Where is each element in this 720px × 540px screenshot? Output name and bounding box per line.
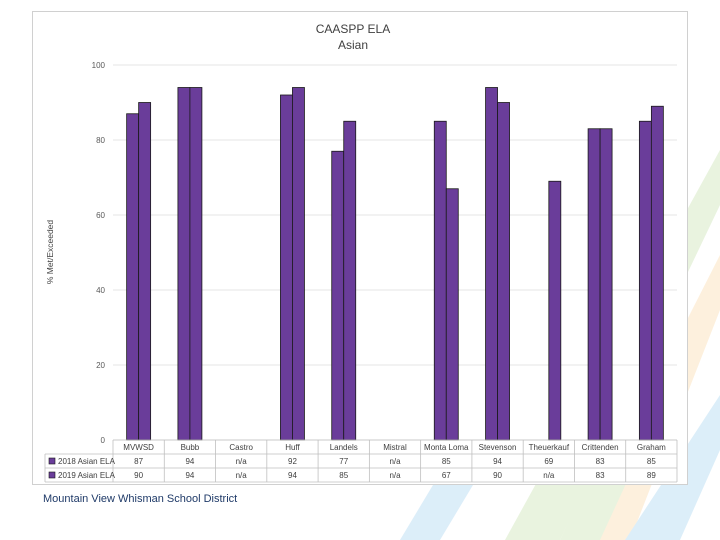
bar-2018-crittenden — [587, 128, 601, 441]
x-category-label: Castro — [229, 443, 253, 452]
data-table-cell: 90 — [134, 471, 143, 480]
bar-2018-graham — [638, 120, 652, 441]
bar-2018-monta-loma — [433, 120, 447, 441]
y-axis-ticks: 0 20 40 60 80 100 — [92, 61, 106, 445]
legend-label-2018: 2018 Asian ELA — [58, 457, 116, 466]
bar-2018-mvwsd — [126, 113, 140, 441]
x-category-label: Huff — [285, 443, 300, 452]
bar-2019-monta-loma — [445, 188, 459, 441]
x-category-label: Crittenden — [582, 443, 619, 452]
y-tick-label: 100 — [92, 61, 106, 70]
y-tick-label: 20 — [96, 361, 105, 370]
y-tick-label: 80 — [96, 136, 105, 145]
bar-2019-mvwsd — [138, 102, 152, 441]
bar-2018-huff — [280, 94, 293, 441]
bar-2019-theuerkauf — [548, 180, 562, 441]
y-tick-label: 0 — [101, 436, 106, 445]
x-category-label: MVWSD — [123, 443, 154, 452]
data-table-cell: 85 — [339, 471, 348, 480]
data-table-cell: n/a — [236, 457, 248, 466]
y-tick-label: 40 — [96, 286, 105, 295]
data-table-cell: n/a — [389, 457, 401, 466]
bar-2019-bubb — [189, 87, 203, 441]
data-table-cell: 67 — [442, 471, 451, 480]
x-category-label: Theuerkauf — [529, 443, 570, 452]
data-table-cell: 83 — [596, 471, 605, 480]
bar-2018-stevenson — [485, 87, 498, 441]
bar-2019-graham — [650, 105, 664, 441]
data-table: MVWSD Bubb Castro Huff Landels Mistral Monta L… — [44, 439, 678, 483]
data-table-cell: 94 — [185, 457, 194, 466]
legend-label-2019: 2019 Asian ELA — [58, 471, 116, 480]
chart-subtitle: Asian — [338, 38, 368, 52]
data-table-cell: 89 — [647, 471, 656, 480]
bar-2019-crittenden — [599, 128, 613, 441]
data-table-cell: n/a — [236, 471, 248, 480]
data-table-cell: 85 — [647, 457, 656, 466]
data-table-cell: 94 — [493, 457, 502, 466]
footer-org-name: Mountain View Whisman School District — [43, 493, 238, 505]
x-category-label: Mistral — [383, 443, 407, 452]
data-table-cell: 77 — [339, 457, 348, 466]
y-tick-label: 60 — [96, 211, 105, 220]
bar-2019-stevenson — [497, 102, 510, 441]
legend-swatch-2018 — [48, 457, 56, 465]
data-table-cell: n/a — [543, 471, 555, 480]
data-table-cell: 85 — [442, 457, 451, 466]
chart-frame: CAASPP ELA Asian % Met/Exceeded 0 20 40 60 8… — [32, 11, 688, 485]
data-table-cell: 90 — [493, 471, 502, 480]
data-table-cell: 92 — [288, 457, 297, 466]
x-category-label: Landels — [330, 443, 358, 452]
bar-2018-bubb — [177, 87, 191, 441]
legend-swatch-2019 — [48, 471, 56, 479]
data-table-cell: 69 — [544, 457, 553, 466]
data-table-cell: 83 — [596, 457, 605, 466]
x-category-label: Bubb — [181, 443, 200, 452]
data-table-cell: 87 — [134, 457, 143, 466]
bar-chart: CAASPP ELA Asian % Met/Exceeded 0 20 40 60 8… — [44, 22, 678, 483]
data-table-cell: 94 — [185, 471, 194, 480]
chart-title: CAASPP ELA — [316, 22, 390, 36]
x-category-label: Monta Loma — [424, 443, 469, 452]
x-category-label: Graham — [637, 443, 666, 452]
data-table-cell: n/a — [389, 471, 401, 480]
bar-2019-landels — [343, 120, 357, 441]
data-table-cell: 94 — [288, 471, 297, 480]
bar-2018-landels — [331, 150, 345, 441]
y-axis-label: % Met/Exceeded — [45, 220, 55, 285]
bar-2019-huff — [292, 87, 305, 441]
x-category-label: Stevenson — [479, 443, 517, 452]
